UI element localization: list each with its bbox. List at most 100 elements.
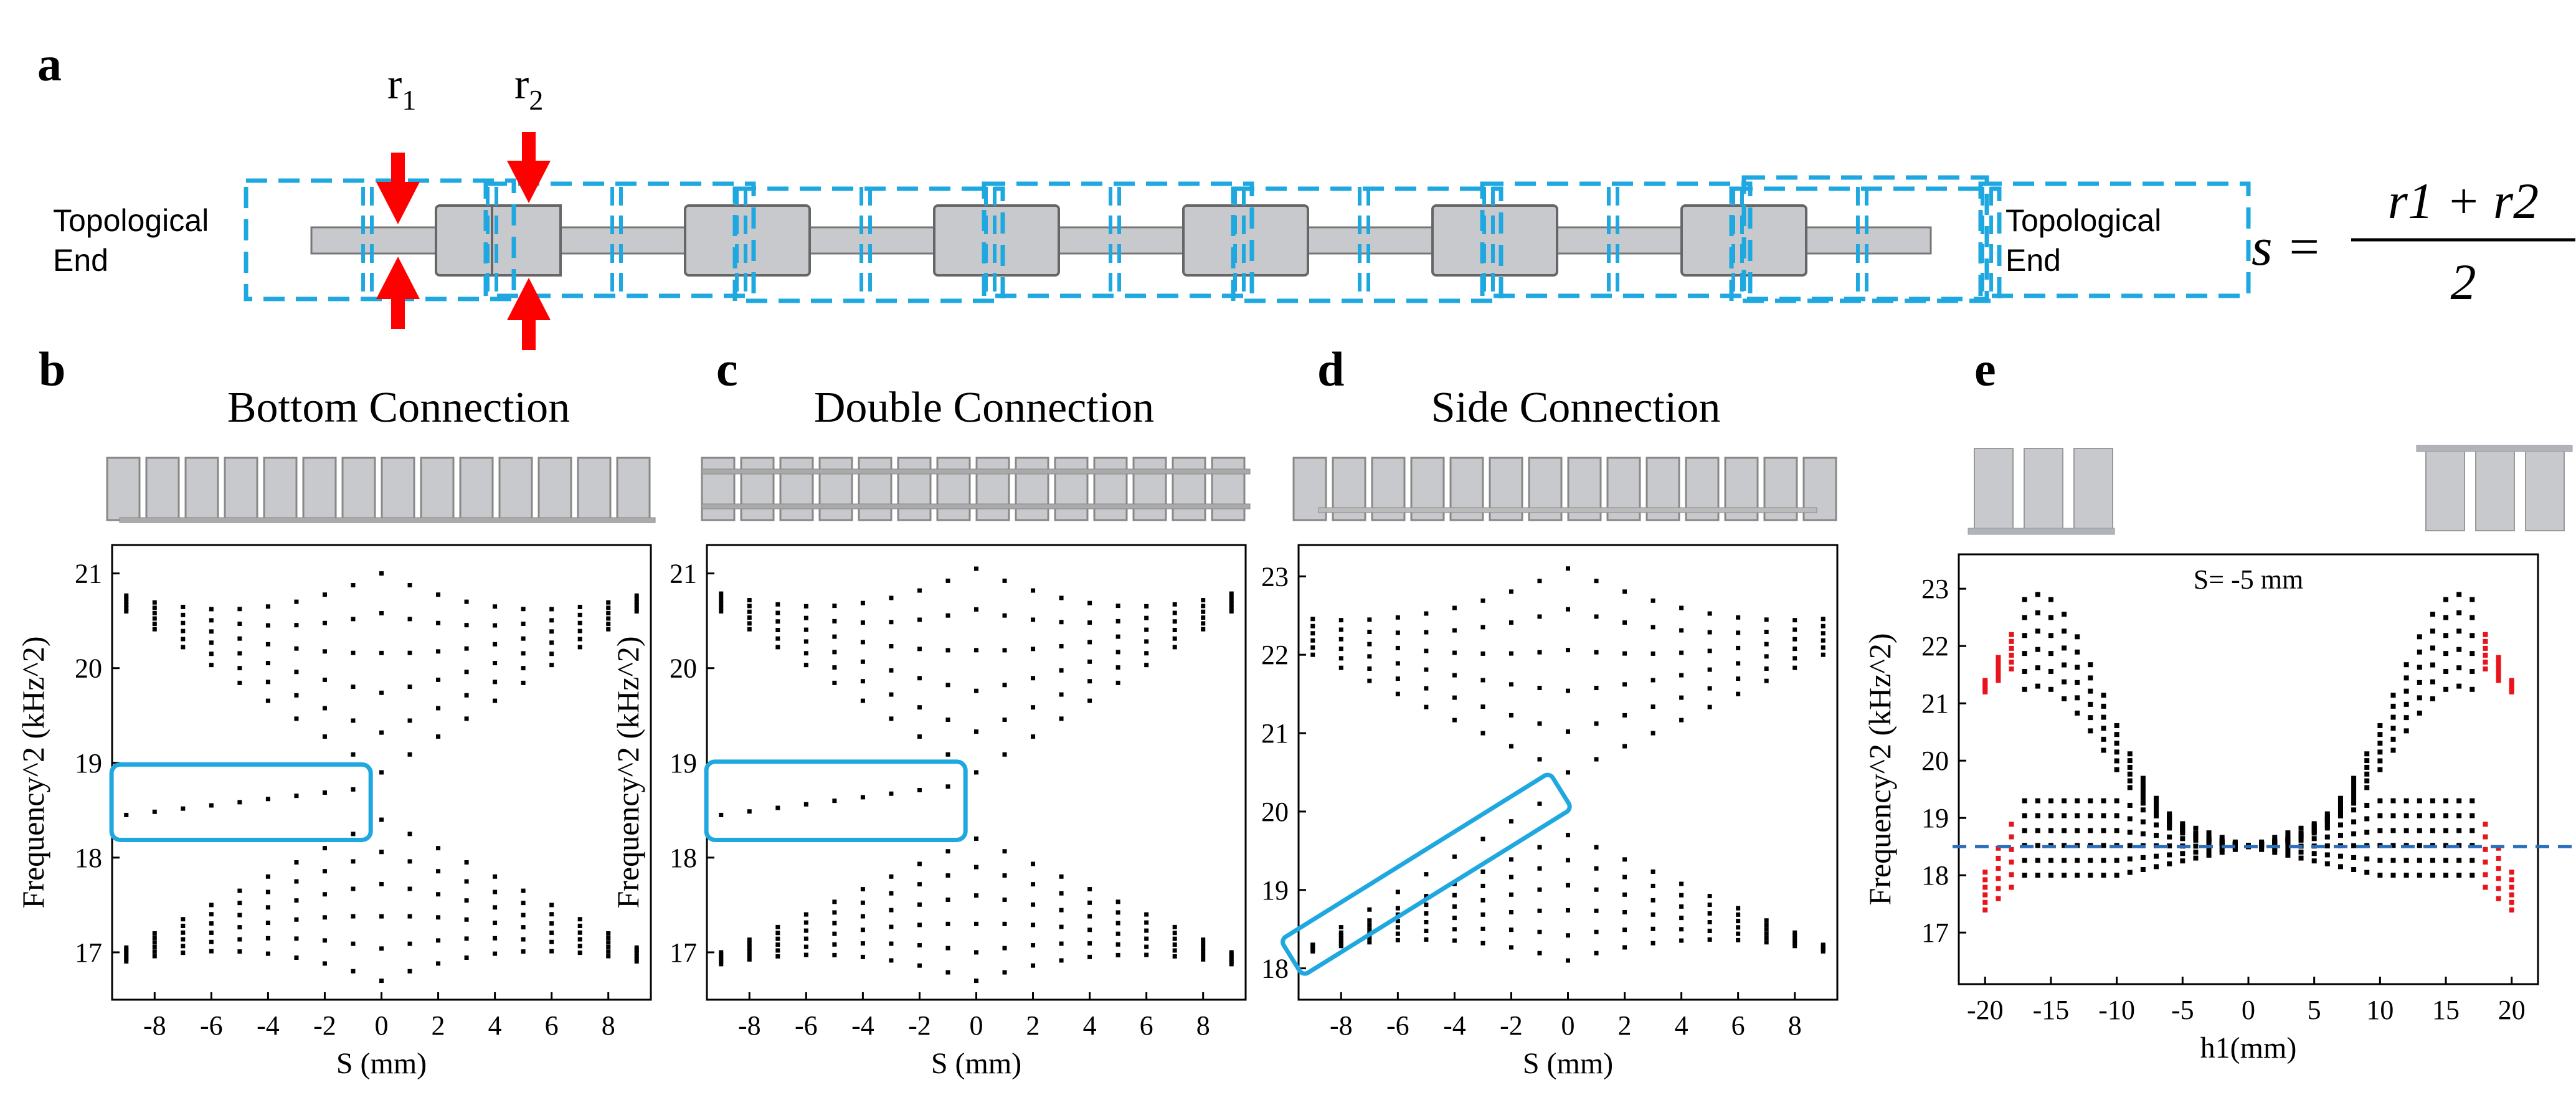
structure-cell <box>1132 457 1167 521</box>
data-point <box>2351 790 2357 796</box>
data-point <box>1310 638 1315 643</box>
data-point <box>1424 894 1429 899</box>
data-point <box>634 602 639 607</box>
data-point <box>2285 843 2291 849</box>
data-point <box>2259 839 2265 845</box>
data-point <box>1622 945 1627 950</box>
data-point <box>1201 949 1206 954</box>
r2-label: r2 <box>514 60 543 116</box>
data-point <box>237 949 242 954</box>
structure-cell <box>616 457 651 521</box>
data-point <box>2351 867 2357 872</box>
data-point <box>1996 886 2001 891</box>
data-point <box>1594 866 1599 871</box>
data-point <box>1982 884 1988 890</box>
data-point <box>1537 801 1542 806</box>
data-point <box>1707 611 1712 616</box>
data-point <box>2075 873 2080 878</box>
data-point <box>747 953 752 958</box>
data-point <box>2140 795 2146 801</box>
data-point <box>917 882 922 887</box>
data-point <box>2443 873 2449 878</box>
data-point <box>2062 798 2067 803</box>
data-point <box>1115 604 1120 609</box>
data-point <box>1764 936 1769 941</box>
data-point <box>1508 682 1513 687</box>
data-point <box>209 939 214 944</box>
x-tick-label: -6 <box>795 1010 818 1041</box>
data-point <box>265 936 270 941</box>
chart-bottom-connection: -8 -6 -4 -2 0 2 4 6 8 17 18 19 20 21 S (mm) Frequency^2… <box>16 457 656 1080</box>
structure-cell <box>701 457 736 521</box>
data-point <box>2298 825 2304 831</box>
data-point <box>2337 864 2343 870</box>
data-point <box>719 609 724 614</box>
data-point <box>1031 943 1036 948</box>
data-point <box>1031 647 1036 652</box>
data-point <box>549 640 554 645</box>
x-tick-label: 0 <box>970 1010 983 1041</box>
data-point <box>2483 666 2488 671</box>
structure-cell <box>1093 457 1128 521</box>
data-point <box>860 679 865 684</box>
data-point <box>2075 813 2080 818</box>
data-point <box>322 790 327 795</box>
data-point <box>209 921 214 926</box>
data-point <box>2114 767 2119 772</box>
data-point <box>1679 904 1684 909</box>
data-point <box>407 941 412 946</box>
structure-cell <box>459 457 494 521</box>
data-point <box>2337 806 2343 812</box>
data-point <box>209 607 214 612</box>
data-point <box>803 952 808 957</box>
data-point <box>1452 938 1457 943</box>
data-point <box>379 571 384 576</box>
data-point <box>436 734 441 739</box>
data-point <box>2285 839 2291 845</box>
data-point <box>1367 666 1372 671</box>
data-point <box>2035 798 2040 803</box>
data-point <box>2088 728 2093 734</box>
data-point <box>1310 645 1315 650</box>
data-point <box>1087 887 1092 892</box>
data-point <box>464 860 469 865</box>
data-point <box>265 642 270 647</box>
data-point <box>521 651 526 656</box>
data-point <box>2285 853 2291 858</box>
data-point <box>2088 688 2093 694</box>
data-point <box>2324 834 2330 840</box>
data-point <box>493 874 498 879</box>
data-point <box>237 888 242 893</box>
data-point <box>2193 837 2199 843</box>
data-point <box>2456 628 2462 634</box>
data-point <box>124 954 129 959</box>
data-point <box>407 886 412 891</box>
data-point <box>2469 651 2475 657</box>
data-point <box>889 668 894 673</box>
data-point <box>2193 825 2199 831</box>
data-point <box>2417 813 2422 818</box>
data-point <box>2127 771 2133 777</box>
data-point <box>1537 685 1542 690</box>
data-point <box>1002 578 1007 583</box>
data-point <box>1508 910 1513 915</box>
data-point <box>2062 843 2067 848</box>
data-point <box>1201 945 1206 950</box>
data-point <box>493 642 498 647</box>
structure-icon <box>701 457 1251 521</box>
data-point <box>379 730 384 735</box>
data-point <box>436 892 441 897</box>
data-point <box>1764 922 1769 927</box>
data-point <box>1480 941 1485 946</box>
data-point <box>209 912 214 917</box>
data-point <box>1002 946 1007 950</box>
data-point <box>606 627 611 632</box>
data-point <box>719 962 724 967</box>
data-point <box>775 936 780 941</box>
data-point <box>1480 731 1485 736</box>
data-point <box>1707 903 1712 908</box>
data-point <box>2140 855 2146 860</box>
unit-cell-outline <box>1480 181 1753 298</box>
data-point <box>1395 937 1400 942</box>
data-point <box>1650 704 1655 709</box>
